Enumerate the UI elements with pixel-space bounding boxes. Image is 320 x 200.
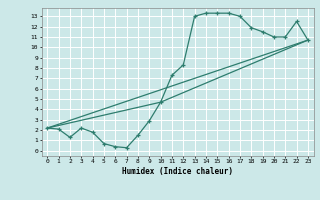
X-axis label: Humidex (Indice chaleur): Humidex (Indice chaleur) [122,167,233,176]
